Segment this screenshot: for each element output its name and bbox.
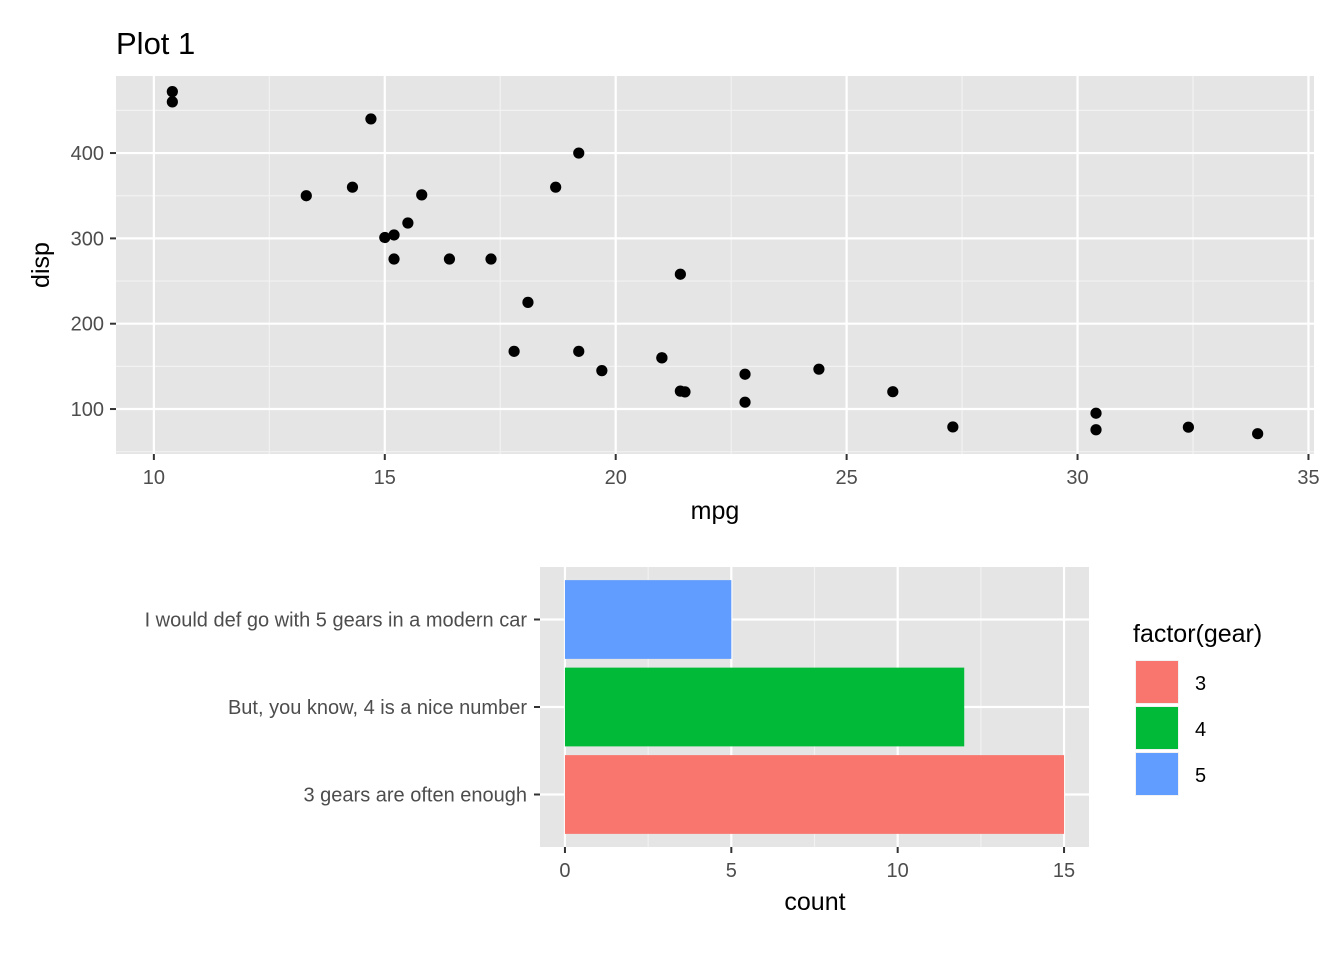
- legend-entries: 3 4 5: [1135, 660, 1206, 796]
- scatter-point: [365, 113, 377, 125]
- scatter-point: [1182, 421, 1194, 433]
- legend-swatch: [1136, 661, 1178, 703]
- scatter-y-axis: 100 200 300 400: [71, 143, 116, 421]
- legend-label: 4: [1195, 719, 1206, 741]
- scatter-point: [739, 396, 751, 408]
- scatter-y-tick-label: 200: [71, 314, 104, 336]
- scatter-panel: [116, 76, 1314, 454]
- scatter-point: [573, 147, 585, 159]
- bar-category-label: But, you know, 4 is a nice number: [228, 697, 527, 719]
- scatter-point: [388, 229, 400, 241]
- scatter-gridlines: [116, 76, 1314, 454]
- scatter-point: [485, 253, 497, 265]
- legend: factor(gear) 3 4 5: [1133, 620, 1262, 796]
- scatter-point: [416, 189, 428, 201]
- scatter-point: [550, 181, 562, 193]
- bar-x-tick-label: 10: [887, 860, 909, 882]
- bar-plot: 0 5 10 15 3 gears are often enough But, you …: [145, 567, 1262, 916]
- legend-label: 5: [1195, 765, 1206, 787]
- bar-x-tick-label: 0: [559, 860, 570, 882]
- scatter-point: [508, 345, 520, 357]
- bar: [564, 755, 1065, 834]
- bar-x-axis-title: count: [784, 888, 845, 916]
- scatter-point: [739, 368, 751, 380]
- scatter-point: [1090, 424, 1102, 436]
- scatter-x-tick-label: 20: [605, 467, 627, 489]
- bar: [564, 580, 732, 659]
- scatter-point: [1090, 407, 1102, 419]
- scatter-point: [674, 268, 686, 280]
- legend-swatch: [1136, 753, 1178, 795]
- scatter-x-tick-label: 15: [374, 467, 396, 489]
- scatter-point: [656, 352, 668, 364]
- scatter-point: [402, 217, 414, 229]
- scatter-point: [443, 253, 456, 265]
- bar-x-axis: 0 5 10 15: [559, 847, 1075, 882]
- bar-x-tick-label: 15: [1053, 860, 1075, 882]
- scatter-y-tick-label: 400: [71, 143, 104, 165]
- scatter-point: [300, 190, 312, 202]
- bar: [564, 667, 965, 747]
- bar-y-axis: 3 gears are often enough But, you know, 4…: [145, 610, 540, 807]
- scatter-point: [388, 253, 400, 265]
- legend-title: factor(gear): [1133, 620, 1262, 648]
- scatter-point: [887, 386, 899, 398]
- scatter-x-axis: 10 15 20 25 30 35: [143, 454, 1320, 489]
- legend-label: 3: [1195, 673, 1206, 695]
- legend-swatch: [1136, 707, 1178, 749]
- bar-x-tick-label: 5: [726, 860, 737, 882]
- scatter-x-tick-label: 10: [143, 467, 165, 489]
- bar-category-label: I would def go with 5 gears in a modern …: [145, 610, 528, 632]
- scatter-point: [947, 421, 959, 433]
- scatter-y-tick-label: 300: [71, 228, 104, 250]
- bars: [564, 580, 1065, 834]
- scatter-points: [166, 86, 1264, 440]
- scatter-point: [573, 345, 585, 357]
- scatter-y-axis-title: disp: [27, 242, 55, 288]
- scatter-x-tick-label: 35: [1297, 467, 1319, 489]
- plot-title: Plot 1: [116, 26, 195, 61]
- scatter-point: [346, 181, 359, 193]
- bar-category-label: 3 gears are often enough: [303, 785, 527, 807]
- scatter-y-tick-label: 100: [71, 399, 104, 421]
- scatter-point: [522, 296, 534, 308]
- scatter-x-axis-title: mpg: [691, 497, 740, 525]
- scatter-point: [596, 365, 608, 377]
- scatter-x-tick-label: 25: [835, 467, 857, 489]
- scatter-point: [166, 86, 178, 98]
- scatter-point: [674, 385, 686, 397]
- scatter-point: [1252, 428, 1264, 440]
- scatter-point: [379, 231, 391, 244]
- scatter-plot: Plot 1 10 15 20 25 30 35 100 200 300 400 mpg dis…: [27, 26, 1320, 525]
- scatter-point: [166, 96, 178, 108]
- scatter-point: [813, 363, 825, 375]
- scatter-x-tick-label: 30: [1066, 467, 1088, 489]
